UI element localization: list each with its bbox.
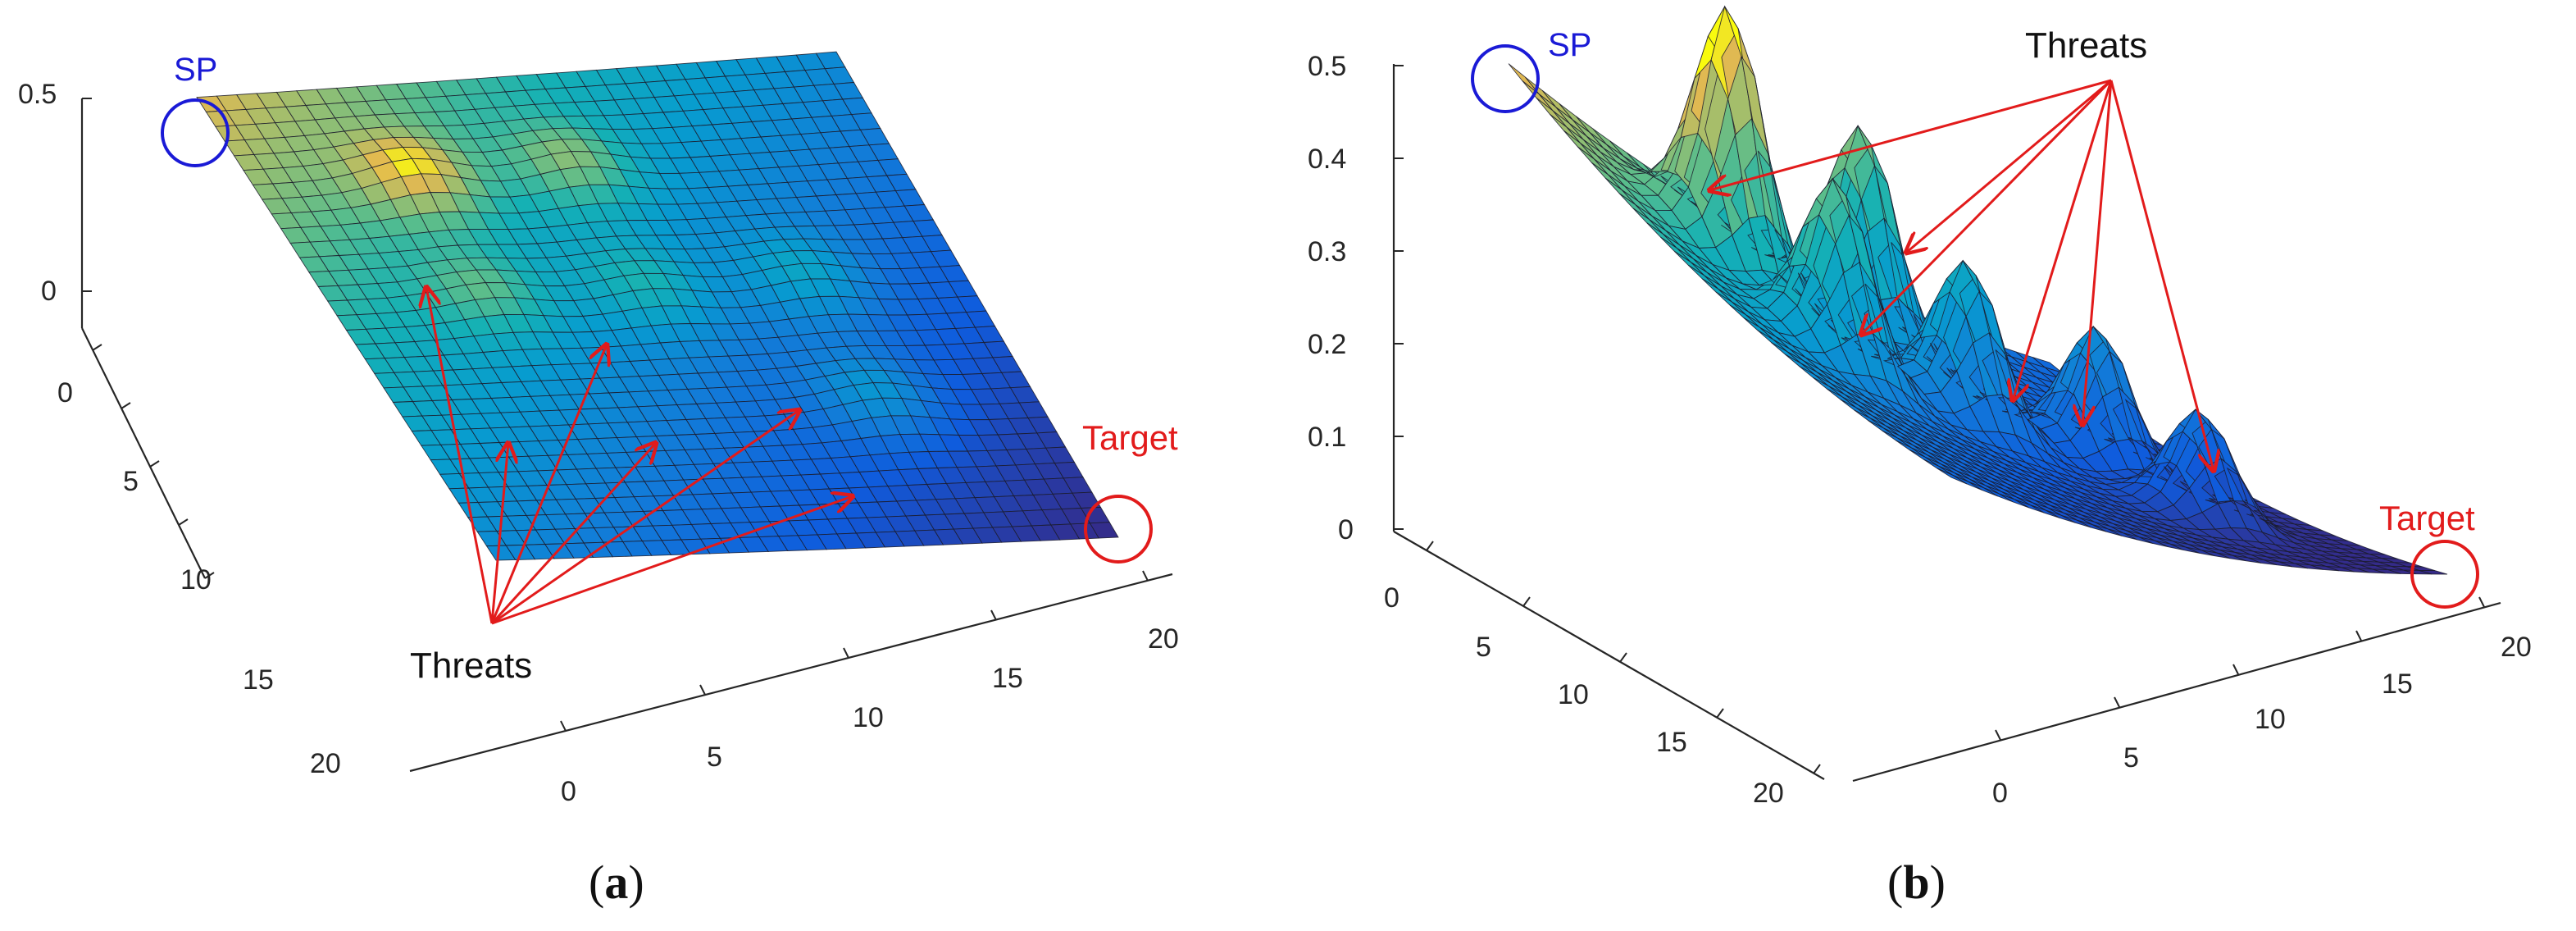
y-axis-line-b [1393, 531, 1825, 780]
y-tick-label-a: 5 [123, 466, 139, 497]
y-tick-label-a: 0 [57, 377, 73, 408]
target-label-a: Target [1082, 418, 1178, 457]
z-tick-label-b: 0.5 [1308, 51, 1346, 82]
x-ticks-a [560, 570, 1149, 732]
z-tick-label-a: 0 [41, 276, 57, 307]
z-tick-label-a: 0.5 [18, 79, 57, 110]
threat-arrow [490, 443, 508, 624]
panel-b: 0.5 0.4 0.3 0.2 0.1 0 0 5 10 15 20 0 5 [1308, 5, 2532, 909]
threat-arrow [1861, 79, 2113, 335]
y-ticks-a [92, 344, 215, 579]
z-tick-label-b: 0.2 [1308, 329, 1346, 360]
surface-plot-b [1508, 5, 2448, 575]
target-label-b: Target [2379, 499, 2475, 537]
x-tick-label-a: 10 [853, 702, 884, 733]
y-tick-label-b: 0 [1384, 582, 1400, 614]
target-marker-b [2410, 540, 2479, 609]
surface-facet [1089, 522, 1119, 539]
x-tick-label-b: 10 [2255, 704, 2286, 735]
threat-arrow [491, 410, 799, 625]
threat-arrow [426, 287, 494, 624]
y-tick-label-a: 15 [243, 664, 274, 696]
threat-arrow [490, 345, 607, 624]
z-tick-label-b: 0.1 [1308, 422, 1346, 453]
threat-arrow [1709, 79, 2112, 190]
x-tick-label-a: 5 [707, 742, 722, 773]
threat-arrow [490, 443, 656, 625]
y-tick-label-b: 15 [1656, 727, 1687, 758]
y-ticks-b [1426, 541, 1821, 774]
x-axis-line-a [409, 573, 1173, 773]
panel-caption-a: (a) [589, 856, 644, 909]
z-tick-label-b: 0 [1338, 514, 1354, 545]
x-tick-label-a: 20 [1148, 623, 1179, 655]
x-ticks-b [1995, 596, 2485, 741]
x-tick-label-a: 0 [561, 776, 576, 807]
threat-arrow [2013, 80, 2113, 400]
panel-caption-b: (b) [1887, 856, 1946, 909]
x-tick-label-b: 20 [2501, 632, 2532, 663]
sp-marker-b [1471, 44, 1540, 113]
threat-arrows-b [1709, 79, 2214, 471]
sp-label-b: SP [1548, 27, 1591, 63]
threat-arrow [2082, 80, 2113, 425]
threats-label-b: Threats [2025, 25, 2147, 66]
threat-arrow [491, 496, 853, 625]
target-marker-a [1084, 495, 1153, 564]
surface-plot-a [196, 51, 1119, 561]
y-axis-line-a [81, 327, 206, 579]
z-tick-label-b: 0.3 [1308, 236, 1346, 267]
x-axis-line-b [1852, 601, 2501, 783]
x-tick-label-b: 5 [2123, 742, 2139, 774]
x-tick-label-a: 15 [992, 663, 1023, 694]
x-tick-label-b: 0 [1992, 778, 2008, 809]
threats-label-a: Threats [410, 646, 532, 686]
surface-facet [2419, 569, 2448, 575]
y-tick-label-b: 10 [1558, 679, 1589, 710]
y-tick-label-a: 10 [180, 564, 212, 596]
threat-arrow [1906, 79, 2112, 253]
z-ticks-b [1394, 65, 1404, 530]
sp-marker-a [161, 98, 230, 167]
y-tick-label-a: 20 [310, 748, 341, 779]
sp-label-a: SP [174, 52, 217, 88]
z-tick-label-b: 0.4 [1308, 144, 1346, 175]
y-tick-label-b: 20 [1753, 778, 1784, 809]
x-tick-label-b: 15 [2382, 669, 2413, 700]
threat-arrows-a [426, 287, 853, 625]
y-tick-label-b: 5 [1476, 632, 1491, 663]
panel-a: 0.5 0 0 5 10 15 20 0 5 10 15 20 [18, 51, 1179, 909]
threat-arrow [2109, 80, 2214, 471]
